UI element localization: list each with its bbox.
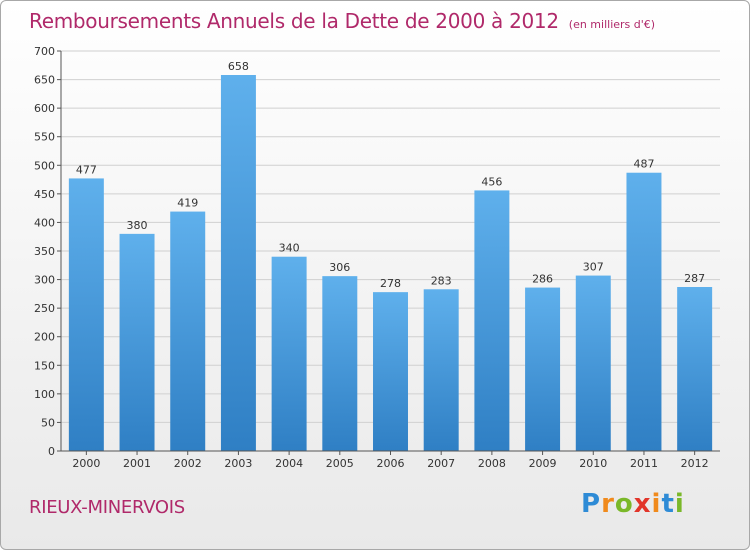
bar bbox=[423, 289, 459, 451]
bar bbox=[474, 190, 510, 451]
y-tick-label: 600 bbox=[34, 102, 55, 115]
x-tick-label: 2005 bbox=[326, 457, 354, 470]
x-tick-label: 2004 bbox=[275, 457, 303, 470]
bar bbox=[525, 287, 561, 451]
logo-letter: P bbox=[581, 489, 602, 519]
bar bbox=[322, 276, 358, 451]
logo-letter: r bbox=[601, 489, 615, 519]
bar bbox=[119, 233, 155, 451]
bar-value-label: 287 bbox=[684, 272, 705, 285]
y-tick-label: 500 bbox=[34, 159, 55, 172]
y-tick-label: 300 bbox=[34, 274, 55, 287]
bar-value-label: 477 bbox=[76, 163, 97, 176]
bar bbox=[68, 178, 104, 451]
y-tick-label: 550 bbox=[34, 131, 55, 144]
bar-value-label: 380 bbox=[127, 219, 148, 232]
proxiti-logo: Proxiti bbox=[581, 489, 685, 519]
bar bbox=[271, 256, 307, 451]
bar bbox=[373, 292, 408, 451]
x-tick-label: 2000 bbox=[72, 457, 100, 470]
bar-value-label: 487 bbox=[633, 158, 654, 171]
bar-value-label: 340 bbox=[279, 242, 300, 255]
bar-value-label: 278 bbox=[380, 277, 401, 290]
chart-title-text: Remboursements Annuels de la Dette de 20… bbox=[29, 9, 559, 33]
x-tick-label: 2002 bbox=[174, 457, 202, 470]
bar bbox=[677, 287, 713, 451]
bar-value-label: 419 bbox=[177, 197, 198, 210]
x-tick-label: 2010 bbox=[579, 457, 607, 470]
y-tick-label: 250 bbox=[34, 302, 55, 315]
y-tick-label: 0 bbox=[48, 445, 55, 458]
bar bbox=[626, 172, 662, 451]
chart-title: Remboursements Annuels de la Dette de 20… bbox=[29, 9, 655, 33]
x-tick-label: 2006 bbox=[377, 457, 405, 470]
y-tick-label: 150 bbox=[34, 359, 55, 372]
y-tick-label: 50 bbox=[41, 416, 55, 429]
location-name: RIEUX-MINERVOIS bbox=[29, 497, 185, 518]
y-tick-label: 200 bbox=[34, 331, 55, 344]
bar bbox=[220, 75, 256, 451]
y-tick-label: 400 bbox=[34, 216, 55, 229]
logo-letter: o bbox=[614, 489, 634, 519]
x-tick-label: 2009 bbox=[529, 457, 557, 470]
x-tick-label: 2008 bbox=[478, 457, 506, 470]
bar-value-label: 456 bbox=[481, 175, 502, 188]
y-tick-label: 700 bbox=[34, 45, 55, 58]
bar-value-label: 306 bbox=[329, 261, 350, 274]
bar-value-label: 286 bbox=[532, 273, 553, 286]
y-tick-label: 450 bbox=[34, 188, 55, 201]
chart-unit: (en milliers d'€) bbox=[568, 18, 656, 31]
bar-value-label: 658 bbox=[228, 60, 249, 73]
bar-value-label: 307 bbox=[583, 261, 604, 274]
logo-letter: i bbox=[651, 489, 662, 519]
bar-value-label: 283 bbox=[431, 274, 452, 287]
bar bbox=[575, 275, 611, 451]
x-tick-label: 2012 bbox=[681, 457, 709, 470]
x-tick-label: 2003 bbox=[224, 457, 252, 470]
x-tick-label: 2011 bbox=[630, 457, 658, 470]
y-tick-label: 350 bbox=[34, 245, 55, 258]
logo-letter: x bbox=[633, 489, 652, 519]
logo-letter: i bbox=[674, 489, 685, 519]
y-tick-label: 100 bbox=[34, 388, 55, 401]
y-tick-label: 650 bbox=[34, 74, 55, 87]
x-tick-label: 2007 bbox=[427, 457, 455, 470]
x-tick-label: 2001 bbox=[123, 457, 151, 470]
logo-letter: t bbox=[661, 489, 675, 519]
bar bbox=[170, 211, 206, 451]
